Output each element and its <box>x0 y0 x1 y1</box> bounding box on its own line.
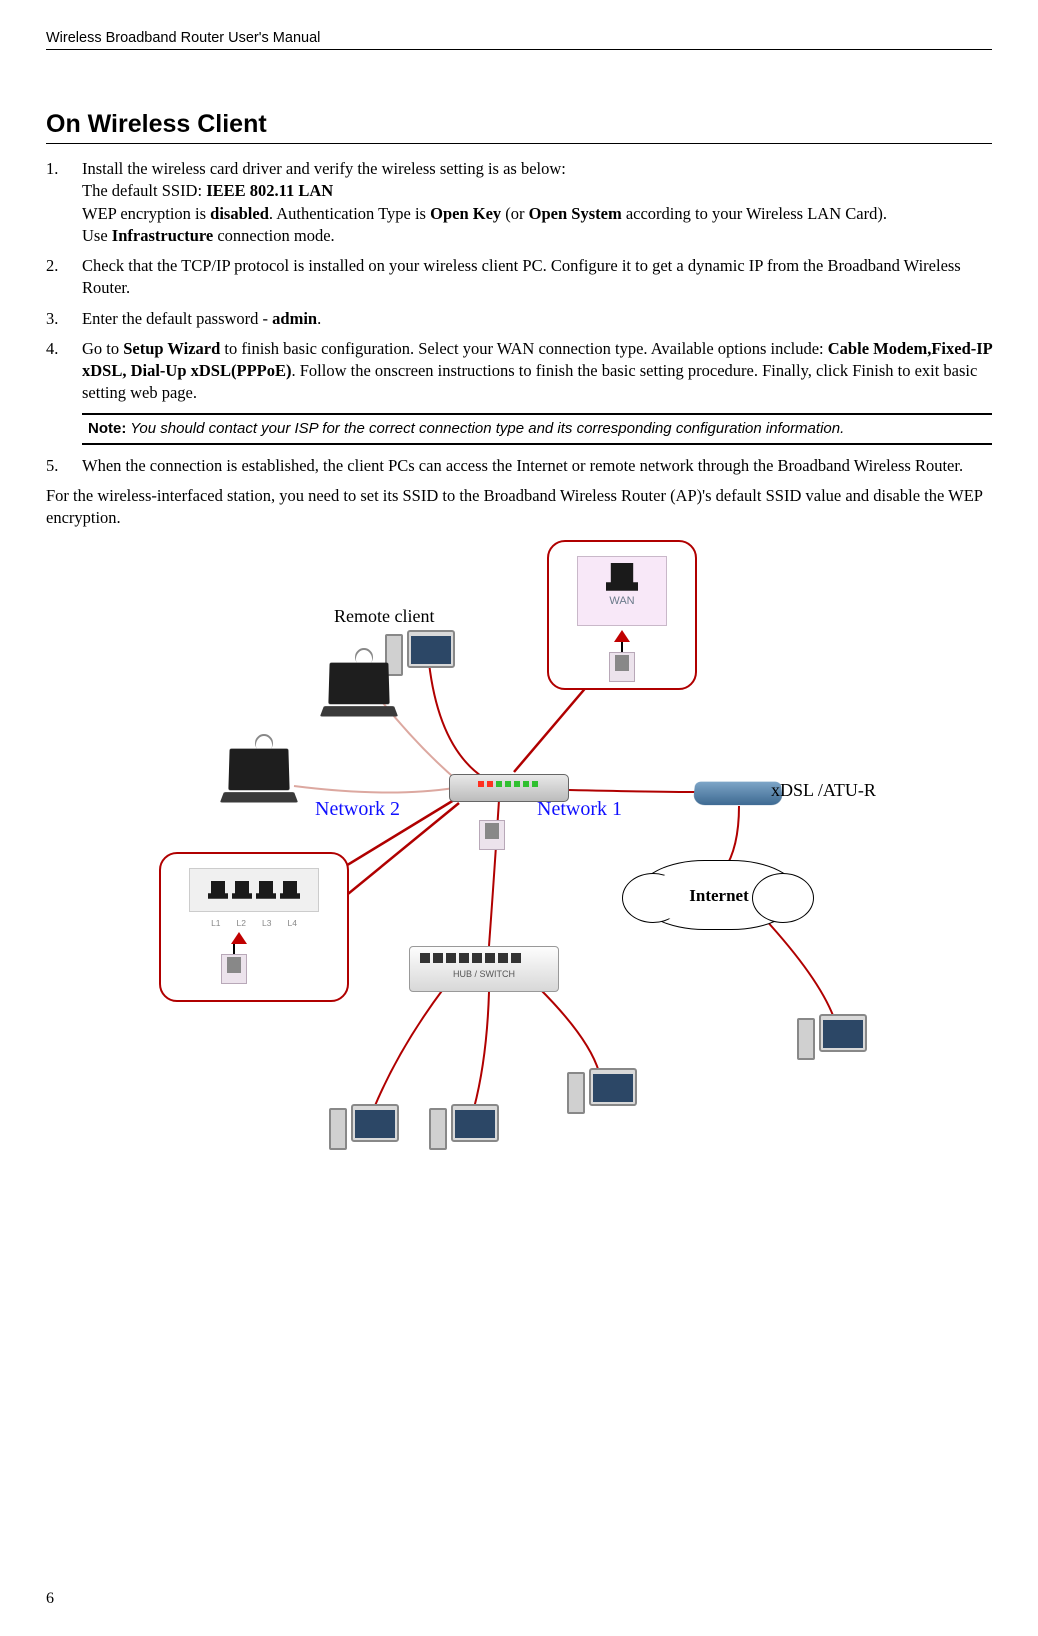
step-4: Go to Setup Wizard to finish basic confi… <box>46 338 992 405</box>
wan-label: WAN <box>609 595 634 607</box>
section-title: On Wireless Client <box>46 110 992 144</box>
text: Enter the default password - <box>82 309 272 328</box>
text: When the connection is established, the … <box>82 456 963 475</box>
text: Go to <box>82 339 123 358</box>
lan-ports-graphic <box>189 868 319 912</box>
internet-cloud: Internet <box>637 860 799 930</box>
wan-callout: WAN <box>547 540 697 690</box>
laptop-icon <box>329 662 396 720</box>
rj45-icon <box>606 563 638 591</box>
text: according to your Wireless LAN Card). <box>622 204 887 223</box>
text: Open Key <box>430 204 501 223</box>
steps-list-cont: When the connection is established, the … <box>46 455 992 477</box>
step-2: Check that the TCP/IP protocol is instal… <box>46 255 992 300</box>
network-diagram: WAN L1L2L3L4 Remote client Network 2 Net… <box>139 548 899 1188</box>
lan-callout: L1L2L3L4 <box>159 852 349 1002</box>
text: Install the wireless card driver and ver… <box>82 159 566 178</box>
modem-icon <box>693 781 784 805</box>
text: to finish basic configuration. Select yo… <box>220 339 827 358</box>
text: . <box>317 309 321 328</box>
cable-connector-icon <box>609 652 635 682</box>
step-5: When the connection is established, the … <box>46 455 992 477</box>
remote-pc-icon <box>407 630 455 668</box>
laptop-icon <box>229 748 296 806</box>
internet-label: Internet <box>644 868 794 924</box>
note-box: Note: You should contact your ISP for th… <box>82 413 992 445</box>
step-3: Enter the default password - admin. <box>46 308 992 330</box>
step-1: Install the wireless card driver and ver… <box>46 158 992 247</box>
note-text: You should contact your ISP for the corr… <box>126 420 844 437</box>
text: . Authentication Type is <box>269 204 430 223</box>
text: disabled <box>210 204 269 223</box>
paragraph-after: For the wireless-interfaced station, you… <box>46 485 992 530</box>
modem-label: xDSL /ATU-R <box>771 780 876 801</box>
doc-header: Wireless Broadband Router User's Manual <box>46 30 992 50</box>
note-label: Note: <box>88 420 126 437</box>
network2-label: Network 2 <box>315 798 400 821</box>
pc-icon <box>589 1068 637 1106</box>
cable-connector-icon <box>479 820 505 850</box>
text: connection mode. <box>213 226 334 245</box>
text: Setup Wizard <box>123 339 220 358</box>
pc-icon <box>819 1014 867 1052</box>
ssid-value: IEEE 802.11 LAN <box>206 181 333 200</box>
page-number: 6 <box>46 1590 54 1608</box>
password-value: admin <box>272 309 317 328</box>
arrow-up-icon <box>231 932 247 944</box>
steps-list: Install the wireless card driver and ver… <box>46 158 992 405</box>
arrow-up-icon <box>614 630 630 642</box>
remote-client-label: Remote client <box>334 606 434 627</box>
lan-port-labels: L1L2L3L4 <box>161 918 347 928</box>
wan-port-graphic: WAN <box>577 556 667 626</box>
text: Cable Modem <box>828 339 927 358</box>
text: The default SSID: <box>82 181 206 200</box>
text: Use <box>82 226 112 245</box>
text: Check that the TCP/IP protocol is instal… <box>82 256 961 297</box>
cable-connector-icon <box>221 954 247 984</box>
text: Infrastructure <box>112 226 213 245</box>
switch-label: HUB / SWITCH <box>410 969 558 979</box>
text: (or <box>501 204 529 223</box>
switch-icon: HUB / SWITCH <box>409 946 559 992</box>
network1-label: Network 1 <box>537 798 622 821</box>
text: WEP encryption is <box>82 204 210 223</box>
pc-icon <box>451 1104 499 1142</box>
pc-icon <box>351 1104 399 1142</box>
text: Open System <box>529 204 622 223</box>
